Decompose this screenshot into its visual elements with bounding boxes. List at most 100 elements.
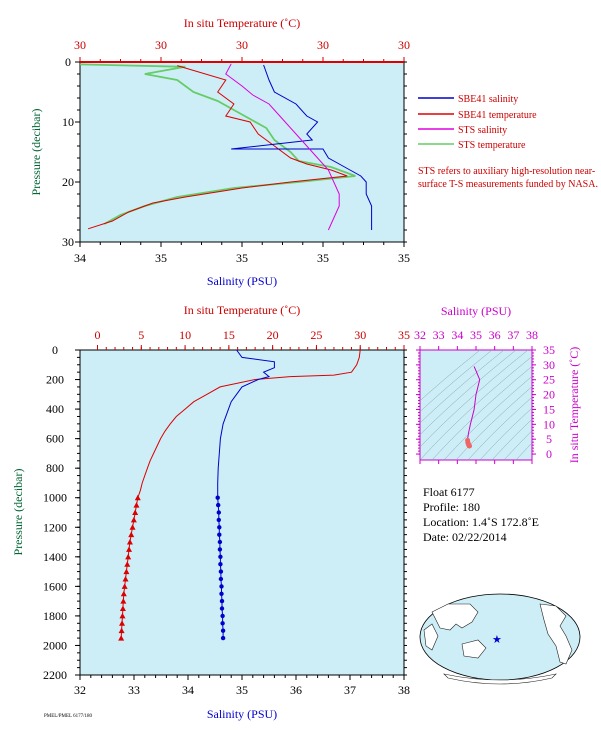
legend-label-sts-temperature: STS temperature <box>458 140 526 151</box>
full-profile-salinity-tick-label: 36 <box>290 683 302 697</box>
full-profile-temp-tick-label: 10 <box>179 328 191 342</box>
full-profile-pressure-tick-label: 1800 <box>43 609 67 623</box>
t-s-temp-tick-label: 30 <box>543 358 555 372</box>
full-profile-pressure-tick-label: 800 <box>46 461 64 475</box>
sts-note: STS refers to auxiliary high-resolution … <box>418 166 598 190</box>
t-s-line <box>467 366 481 440</box>
t-s-salinity-axis-title: Salinity (PSU) <box>441 304 511 318</box>
near-surface-temp-tick-label: 30 <box>398 38 410 52</box>
full-profile-temperature-marker <box>130 516 137 523</box>
legend-label-sts-salinity: STS salinity <box>458 125 507 136</box>
full-profile-salinity-tick-label: 38 <box>398 683 410 697</box>
full-profile-salinity-marker <box>218 569 224 574</box>
t-s-salinity-tick-label: 34 <box>451 328 463 342</box>
full-profile-salinity-marker <box>220 621 225 626</box>
t-s-plot-area <box>419 349 533 461</box>
date: Date: 02/22/2014 <box>423 530 507 544</box>
near-surface-temp-axis-title: In situ Temperature (˚C) <box>184 16 301 30</box>
near-surface-pressure-axis-title: Pressure (decibar) <box>29 109 43 196</box>
full-profile-temperature-marker <box>118 627 125 634</box>
t-s-temp-tick-label: 0 <box>546 447 552 461</box>
full-profile-temp-tick-label: 20 <box>267 328 279 342</box>
full-profile-temp-tick-label: 0 <box>95 328 101 342</box>
legend: SBE41 salinity SBE41 temperature STS sal… <box>418 94 537 151</box>
full-profile-temperature-marker <box>128 531 135 538</box>
near-surface-series-sbe41-salinity <box>231 64 373 230</box>
full-profile-pressure-tick-label: 2000 <box>43 638 67 652</box>
full-profile-pressure-tick-label: 600 <box>46 432 64 446</box>
full-profile-pressure-axis-title: Pressure (decibar) <box>11 469 25 556</box>
t-s-density-contour <box>515 442 532 460</box>
near-surface-salinity-tick-label: 35 <box>398 251 410 265</box>
t-s-series <box>465 366 481 449</box>
full-profile-temperature-marker <box>129 524 136 530</box>
full-profile-temp-axis-title: In situ Temperature (˚C) <box>184 303 301 317</box>
full-profile-temperature-marker <box>124 561 131 567</box>
float-id: Float 6177 <box>423 485 475 499</box>
full-profile-salinity-tick-label: 32 <box>74 683 86 697</box>
t-s-temp-tick-label: 25 <box>543 373 555 387</box>
full-profile-salinity-marker <box>218 554 223 559</box>
full-profile-temp-tick-label: 15 <box>223 328 235 342</box>
full-profile-temp-tick-label: 5 <box>138 328 144 342</box>
full-profile-pressure-tick-label: 1400 <box>43 550 67 564</box>
full-profile-panel: In situ Temperature (˚C) Salinity (PSU) … <box>11 303 410 721</box>
full-profile-salinity-tick-label: 34 <box>182 683 194 697</box>
near-surface-pressure-tick-label: 0 <box>65 55 71 69</box>
full-profile-salinity-marker <box>218 576 224 582</box>
full-profile-pressure-tick-label: 200 <box>46 373 64 387</box>
near-surface-salinity-tick-label: 34 <box>74 251 86 265</box>
near-surface-temp-tick-label: 30 <box>317 38 329 52</box>
t-s-density-contour <box>420 350 481 402</box>
full-profile-temperature-marker <box>133 502 140 508</box>
full-profile-salinity-marker <box>219 591 224 596</box>
profile-number: Profile: 180 <box>423 500 480 514</box>
near-surface-pressure-tick-label: 30 <box>62 235 74 249</box>
float-info: Float 6177 Profile: 180 Location: 1.4˚S … <box>423 485 539 545</box>
t-s-density-contour <box>420 350 505 424</box>
full-profile-pressure-tick-label: 1600 <box>43 579 67 593</box>
near-surface-series <box>79 61 404 231</box>
near-surface-pressure-tick-label: 10 <box>62 115 74 129</box>
t-s-salinity-tick-label: 32 <box>414 328 426 342</box>
full-profile-pressure-tick-label: 2200 <box>43 668 67 682</box>
full-profile-temperature-marker <box>119 612 126 619</box>
full-profile-salinity-marker <box>220 635 226 641</box>
full-profile-temperature-marker <box>118 635 125 641</box>
t-s-density-contour <box>443 375 532 460</box>
near-surface-series-sts-salinity <box>225 63 340 231</box>
full-profile-salinity-marker <box>217 532 222 537</box>
full-profile-temperature-marker <box>120 590 127 597</box>
full-profile-plot-area <box>79 349 405 676</box>
full-profile-temperature-marker <box>134 494 141 501</box>
near-surface-salinity-axis-title: Salinity (PSU) <box>207 274 277 288</box>
map-land-australia <box>461 639 487 659</box>
map-land-americas <box>539 603 573 665</box>
map-land-antarctica <box>443 673 557 685</box>
legend-label-sbe-temperature: SBE41 temperature <box>458 110 537 121</box>
t-s-salinity-tick-label: 37 <box>507 328 519 342</box>
t-s-salinity-tick-label: 36 <box>489 328 501 342</box>
full-profile-salinity-marker <box>217 539 223 545</box>
full-profile-temperature-marker <box>121 583 128 589</box>
full-profile-temperature-marker <box>126 546 133 552</box>
full-profile-salinity-marker <box>218 562 223 567</box>
map-land-africa <box>423 623 439 651</box>
full-profile-series <box>118 349 361 641</box>
full-profile-temperature-marker <box>122 575 129 582</box>
full-profile-temperature-marker <box>123 568 130 575</box>
full-profile-salinity-marker <box>215 495 220 500</box>
near-surface-plot-area <box>79 61 405 243</box>
full-profile-salinity-marker <box>216 517 221 523</box>
t-s-density-contour <box>420 350 517 436</box>
location-map: ★ <box>419 593 581 685</box>
legend-label-sbe-salinity: SBE41 salinity <box>458 94 518 105</box>
near-surface-temp-tick-label: 30 <box>155 38 167 52</box>
full-profile-salinity-tick-label: 37 <box>344 683 356 697</box>
full-profile-temp-tick-label: 35 <box>398 328 410 342</box>
full-profile-pressure-tick-label: 1000 <box>43 491 67 505</box>
t-s-density-contour <box>503 430 532 460</box>
full-profile-salinity-tick-label: 33 <box>128 683 140 697</box>
